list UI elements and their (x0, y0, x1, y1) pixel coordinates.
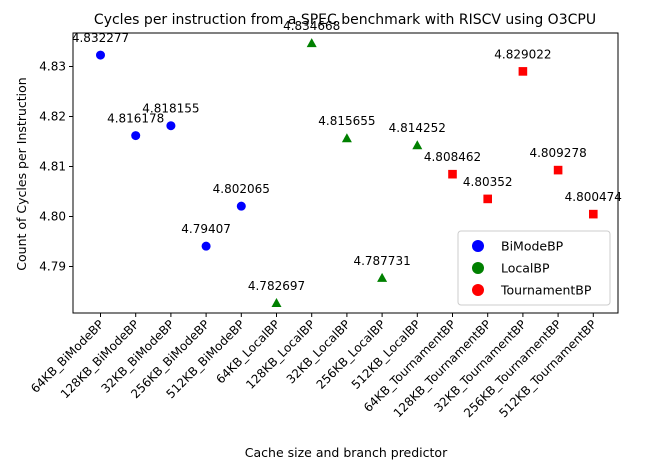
data-label: 4.79407 (181, 222, 231, 236)
legend-box (457, 230, 611, 306)
y-tick-label: 4.82 (39, 110, 66, 124)
y-tick-label: 4.81 (39, 160, 66, 174)
legend-marker (472, 284, 484, 296)
data-point (306, 38, 317, 48)
chart-title: Cycles per instruction from a SPEC bench… (94, 12, 596, 28)
data-label: 4.815655 (318, 114, 375, 128)
data-point (483, 194, 492, 204)
axes-frame (72, 32, 619, 314)
data-label: 4.800474 (565, 190, 622, 204)
x-axis-label: Cache size and branch predictor (245, 445, 448, 460)
y-tick-label: 4.80 (39, 210, 66, 224)
data-point (166, 121, 176, 131)
data-label: 4.787731 (353, 254, 410, 268)
data-label: 4.834668 (283, 19, 340, 33)
data-point (236, 201, 246, 211)
data-label: 4.814252 (389, 121, 446, 135)
y-axis-label: Count of Cycles per Instruction (14, 77, 29, 270)
legend: BiModeBP LocalBP TournamentBP (457, 230, 611, 306)
data-point (589, 209, 598, 219)
y-tick-label: 4.79 (39, 260, 66, 274)
y-tick-label: 4.83 (39, 60, 66, 74)
data-label: 4.808462 (424, 150, 481, 164)
data-point (553, 165, 563, 175)
data-label: 4.80352 (463, 175, 513, 189)
data-point (377, 272, 388, 282)
legend-marker (472, 240, 484, 252)
data-label: 4.816178 (107, 112, 164, 126)
legend-marker (472, 262, 484, 274)
data-point (201, 241, 211, 251)
data-point (448, 169, 457, 179)
data-label: 4.818155 (142, 102, 199, 116)
data-label: 4.802065 (213, 182, 270, 196)
data-point (271, 298, 282, 308)
data-label: 4.832277 (72, 31, 129, 45)
legend-label: LocalBP (501, 261, 550, 276)
data-point (518, 67, 528, 76)
data-label: 4.782697 (248, 279, 305, 293)
data-label: 4.809278 (529, 146, 586, 160)
data-point (341, 133, 352, 143)
legend-label: BiModeBP (501, 239, 564, 254)
data-point (131, 131, 141, 141)
legend-label: TournamentBP (500, 283, 592, 298)
data-point (96, 50, 105, 60)
plot-area: 4.794.804.814.824.8364KB_BiModeBP128KB_B… (28, 19, 622, 420)
data-point (412, 140, 423, 150)
data-label: 4.829022 (494, 47, 551, 61)
